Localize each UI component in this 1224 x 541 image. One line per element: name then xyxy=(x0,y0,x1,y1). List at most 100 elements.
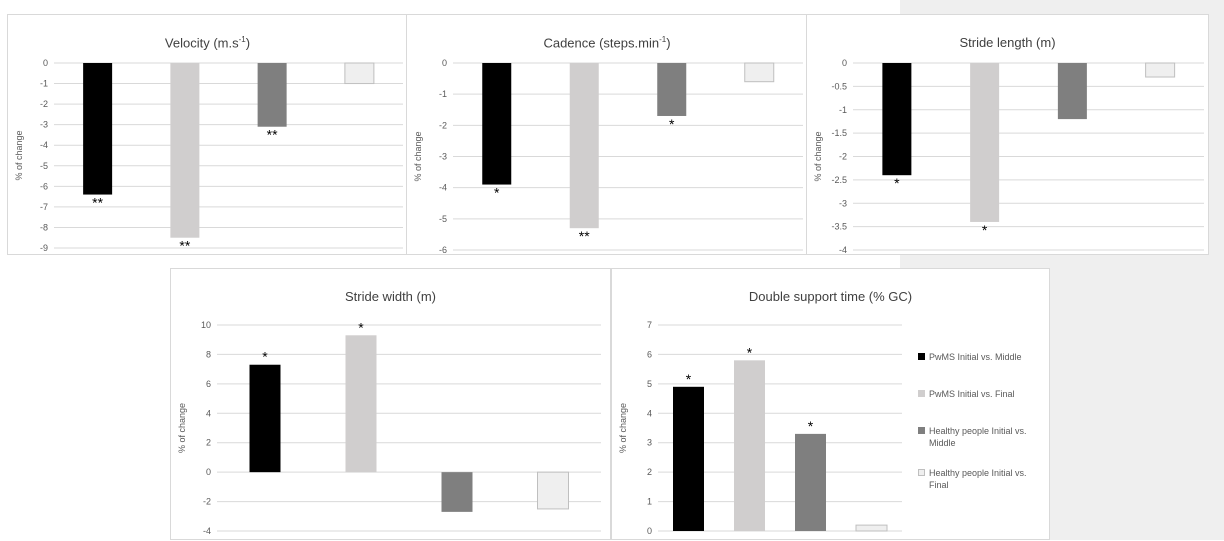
legend-item: Healthy people Initial vs. Final xyxy=(918,467,1048,491)
significance-label: ** xyxy=(179,238,190,254)
y-tick-label: 0 xyxy=(43,58,48,68)
legend-item: Healthy people Initial vs. Middle xyxy=(918,425,1048,449)
y-tick-label: -2 xyxy=(40,99,48,109)
significance-label: * xyxy=(982,222,988,238)
y-tick-label: -1 xyxy=(439,89,447,99)
cadence-chart-panel: Cadence (steps.min-1) 0 -1 -2 -3 -4 -5 -6 % of … xyxy=(406,14,808,255)
y-tick-label: 1 xyxy=(647,497,652,507)
bar xyxy=(170,63,200,238)
y-tick-label: 2 xyxy=(206,438,211,448)
chart-title: Stride length (m) xyxy=(959,35,1056,50)
y-tick-label: -0.5 xyxy=(831,81,847,91)
double-support-chart-svg: 7 6 5 4 3 2 1 0 % of change * * * xyxy=(618,320,902,536)
y-tick-label: -2 xyxy=(839,152,847,162)
y-axis-label: % of change xyxy=(813,131,823,181)
legend-swatch xyxy=(918,427,925,434)
y-tick-label: -4 xyxy=(40,140,48,150)
y-tick-label: 3 xyxy=(647,438,652,448)
bar xyxy=(855,524,888,532)
chart-title: Velocity (m.s-1) xyxy=(164,35,251,51)
y-tick-label: -8 xyxy=(40,222,48,232)
bar xyxy=(249,364,281,473)
legend-swatch xyxy=(918,390,925,397)
double-support-chart-panel: Double support time (% GC) 7 6 5 4 3 2 1 0 % of … xyxy=(611,268,1050,540)
significance-label: * xyxy=(747,344,753,360)
y-tick-label: -1 xyxy=(839,105,847,115)
bar xyxy=(537,471,569,510)
bar xyxy=(482,63,512,185)
y-axis-label: % of change xyxy=(177,403,187,453)
y-axis-label: % of change xyxy=(618,403,628,453)
legend-label: PwMS Initial vs. Middle xyxy=(929,352,1022,362)
stride-length-chart-svg: 0 -0.5 -1 -1.5 -2 -2.5 -3 -3.5 -4 % of change * * xyxy=(813,58,1204,255)
y-tick-label: -4 xyxy=(203,526,211,536)
legend-item: PwMS Initial vs. Middle xyxy=(918,351,1048,363)
y-tick-label: -3.5 xyxy=(831,222,847,232)
y-tick-label: -3 xyxy=(40,120,48,130)
y-tick-label: 10 xyxy=(201,320,211,330)
legend-label: PwMS Initial vs. Final xyxy=(929,389,1015,399)
y-tick-label: -4 xyxy=(439,183,447,193)
significance-label: ** xyxy=(92,195,103,211)
significance-label: * xyxy=(808,418,814,434)
y-tick-label: 7 xyxy=(647,320,652,330)
y-tick-label: -2 xyxy=(203,497,211,507)
y-tick-label: -1.5 xyxy=(831,128,847,138)
bar xyxy=(345,335,377,473)
y-axis-label: % of change xyxy=(413,131,423,181)
velocity-chart-panel: Velocity (m.s-1) 0 -1 -2 -3 -4 -5 -6 -7 -8 -9 % of… xyxy=(7,14,408,255)
y-tick-label: -5 xyxy=(40,161,48,171)
y-tick-label: -4 xyxy=(839,245,847,255)
y-tick-label: 0 xyxy=(647,526,652,536)
velocity-chart-svg: 0 -1 -2 -3 -4 -5 -6 -7 -8 -9 % of change ** ** ** xyxy=(14,58,403,254)
significance-label: * xyxy=(358,319,364,335)
bar xyxy=(1057,63,1087,120)
y-tick-label: 8 xyxy=(206,349,211,359)
legend-swatch xyxy=(918,469,925,476)
significance-label: ** xyxy=(267,127,278,143)
y-tick-label: 6 xyxy=(206,379,211,389)
y-tick-label: -7 xyxy=(40,202,48,212)
significance-label: * xyxy=(669,116,675,132)
bar xyxy=(673,386,704,531)
y-tick-label: 6 xyxy=(647,349,652,359)
bar xyxy=(569,63,599,229)
significance-label: ** xyxy=(579,228,590,244)
stride-width-chart-panel: Stride width (m) 10 8 6 4 2 0 -2 -4 % of change *… xyxy=(170,268,611,540)
y-tick-label: 4 xyxy=(206,408,211,418)
bar xyxy=(734,360,765,531)
y-tick-label: 0 xyxy=(442,58,447,68)
y-tick-label: -5 xyxy=(439,214,447,224)
stride-length-chart-panel: Stride length (m) 0 -0.5 -1 -1.5 -2 -2.5 -3 -3.… xyxy=(806,14,1209,255)
significance-label: * xyxy=(686,371,692,387)
bar xyxy=(344,62,375,85)
chart-title: Double support time (% GC) xyxy=(748,289,913,304)
legend-label: Healthy people Initial vs. Middle xyxy=(929,426,1027,448)
y-tick-label: 4 xyxy=(647,408,652,418)
cadence-chart-svg: 0-1-2-3-4-5-6% of change**** xyxy=(413,58,803,255)
legend-label: Healthy people Initial vs. Final xyxy=(929,468,1027,490)
bar xyxy=(257,63,287,127)
y-tick-label: -6 xyxy=(439,245,447,255)
y-tick-label: 5 xyxy=(647,379,652,389)
bar xyxy=(970,63,1000,222)
bar xyxy=(657,63,687,116)
y-tick-label: -3 xyxy=(839,198,847,208)
bar xyxy=(441,472,473,512)
legend-swatch xyxy=(918,353,925,360)
y-tick-label: -2 xyxy=(439,120,447,130)
bar xyxy=(882,63,912,176)
bar xyxy=(744,62,775,83)
chart-title: Stride width (m) xyxy=(344,289,437,304)
y-tick-label: -1 xyxy=(40,79,48,89)
y-tick-label: 0 xyxy=(206,467,211,477)
bar xyxy=(1145,62,1176,78)
y-tick-label: 2 xyxy=(647,467,652,477)
bar xyxy=(83,63,113,195)
y-tick-label: -2.5 xyxy=(831,175,847,185)
y-tick-label: -6 xyxy=(40,181,48,191)
y-tick-label: -3 xyxy=(439,152,447,162)
significance-label: * xyxy=(262,349,268,365)
y-axis-label: % of change xyxy=(14,130,24,180)
legend-item: PwMS Initial vs. Final xyxy=(918,388,1048,400)
